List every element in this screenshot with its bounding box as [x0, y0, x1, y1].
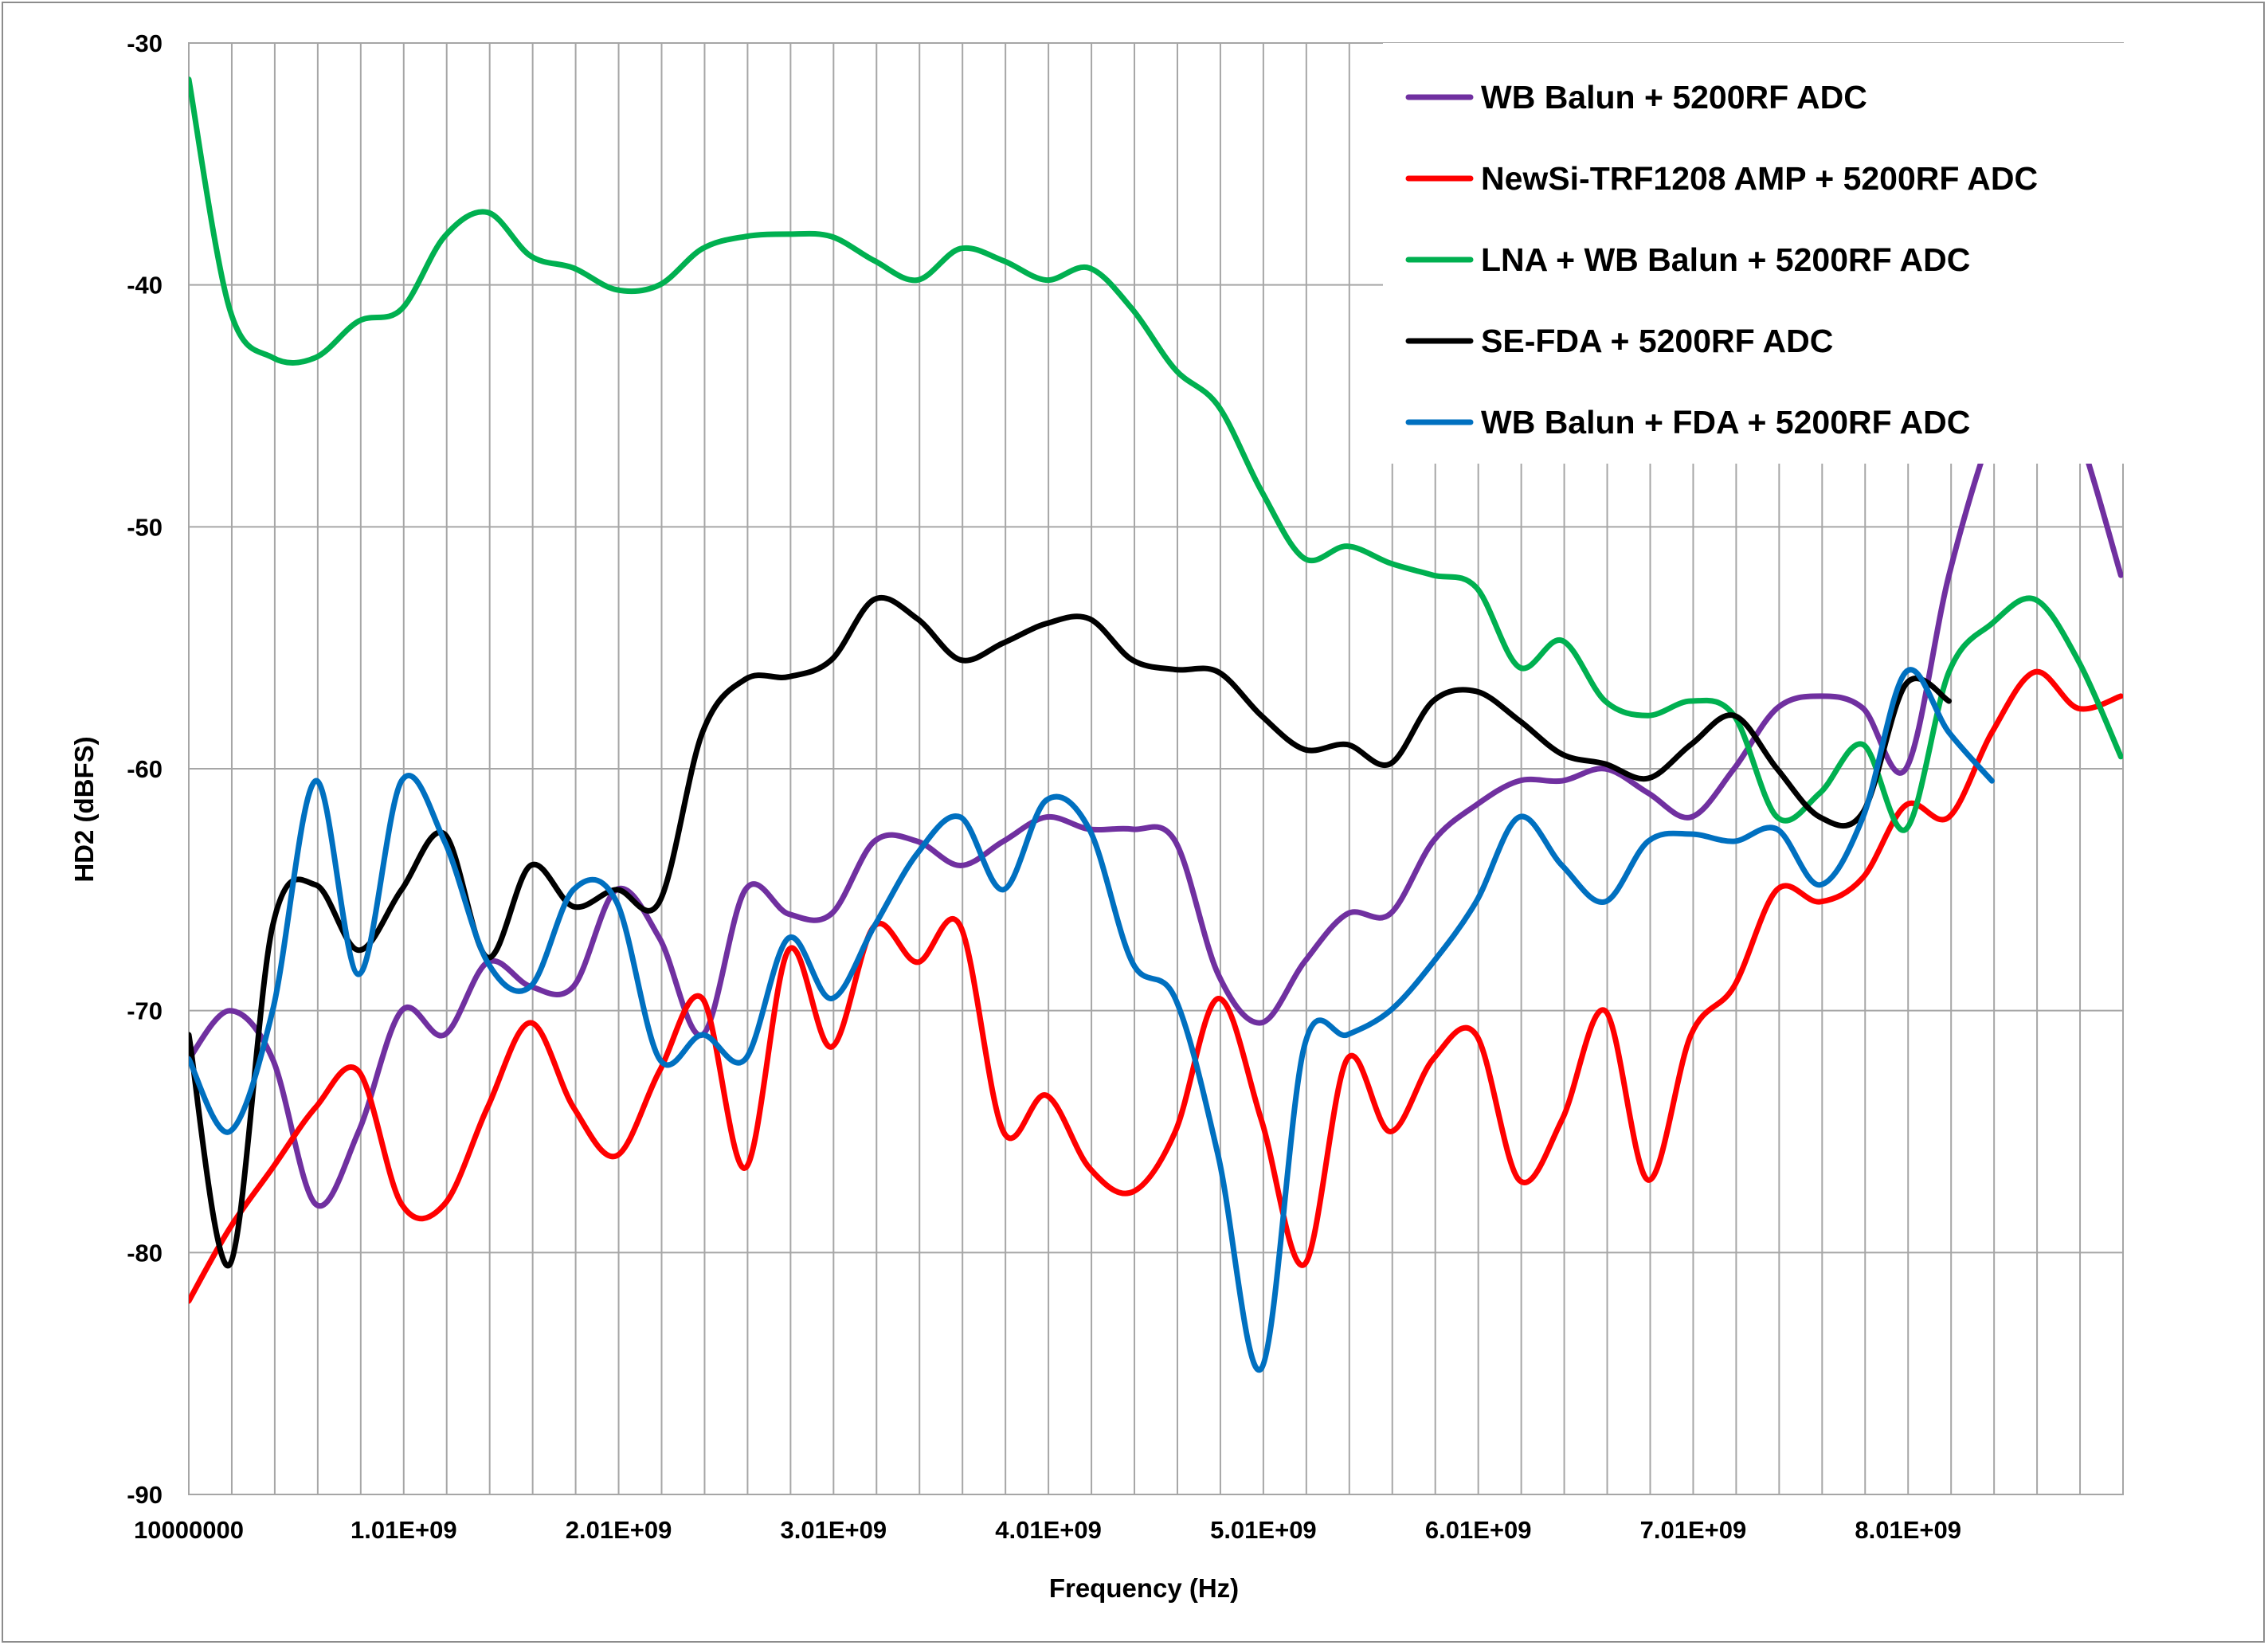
y-tick-label: -60: [127, 755, 163, 783]
x-tick-label: 4.01E+09: [995, 1516, 1102, 1544]
series-line-3: [189, 76, 2123, 833]
series-line-4: [189, 595, 1952, 1269]
y-tick-label: -40: [127, 272, 163, 300]
x-tick-label: 2.01E+09: [566, 1516, 672, 1544]
x-tick-label: 10000000: [134, 1516, 244, 1544]
y-axis-title: HD2 (dBFS): [69, 736, 99, 882]
legend-background: [1383, 43, 2216, 464]
series-line-2: [189, 668, 2123, 1304]
hd2-frequency-chart: -30 -40 -50 -60 -70 -80 -90 10000000 1.01E+09 2.0…: [69, 29, 2216, 1603]
y-tick-label: -70: [127, 997, 163, 1025]
x-tick-label: 1.01E+09: [351, 1516, 457, 1544]
series-layer: [189, 76, 2123, 1373]
axis-layer: -30 -40 -50 -60 -70 -80 -90 10000000 1.01E+09 2.0…: [127, 29, 1961, 1544]
plot-border: [188, 42, 2124, 1495]
x-axis-title: Frequency (Hz): [1049, 1573, 1239, 1603]
legend-label: WB Balun + FDA + 5200RF ADC: [1481, 404, 1970, 441]
legend-label: NewSi-TRF1208 AMP + 5200RF ADC: [1481, 160, 2038, 197]
x-tick-label: 7.01E+09: [1640, 1516, 1747, 1544]
x-tick-label: 3.01E+09: [781, 1516, 887, 1544]
legend: WB Balun + 5200RF ADC NewSi-TRF1208 AMP +…: [1383, 43, 2216, 464]
series-line-5: [189, 667, 1995, 1373]
legend-label: WB Balun + 5200RF ADC: [1481, 79, 1867, 116]
y-tick-label: -90: [127, 1481, 163, 1509]
legend-label: SE-FDA + 5200RF ADC: [1481, 323, 1833, 359]
legend-label: LNA + WB Balun + 5200RF ADC: [1481, 241, 1970, 278]
y-tick-label: -30: [127, 29, 163, 57]
x-tick-label: 6.01E+09: [1425, 1516, 1532, 1544]
y-tick-label: -50: [127, 513, 163, 541]
y-tick-label: -80: [127, 1239, 163, 1267]
x-tick-label: 5.01E+09: [1210, 1516, 1317, 1544]
x-tick-label: 8.01E+09: [1855, 1516, 1961, 1544]
